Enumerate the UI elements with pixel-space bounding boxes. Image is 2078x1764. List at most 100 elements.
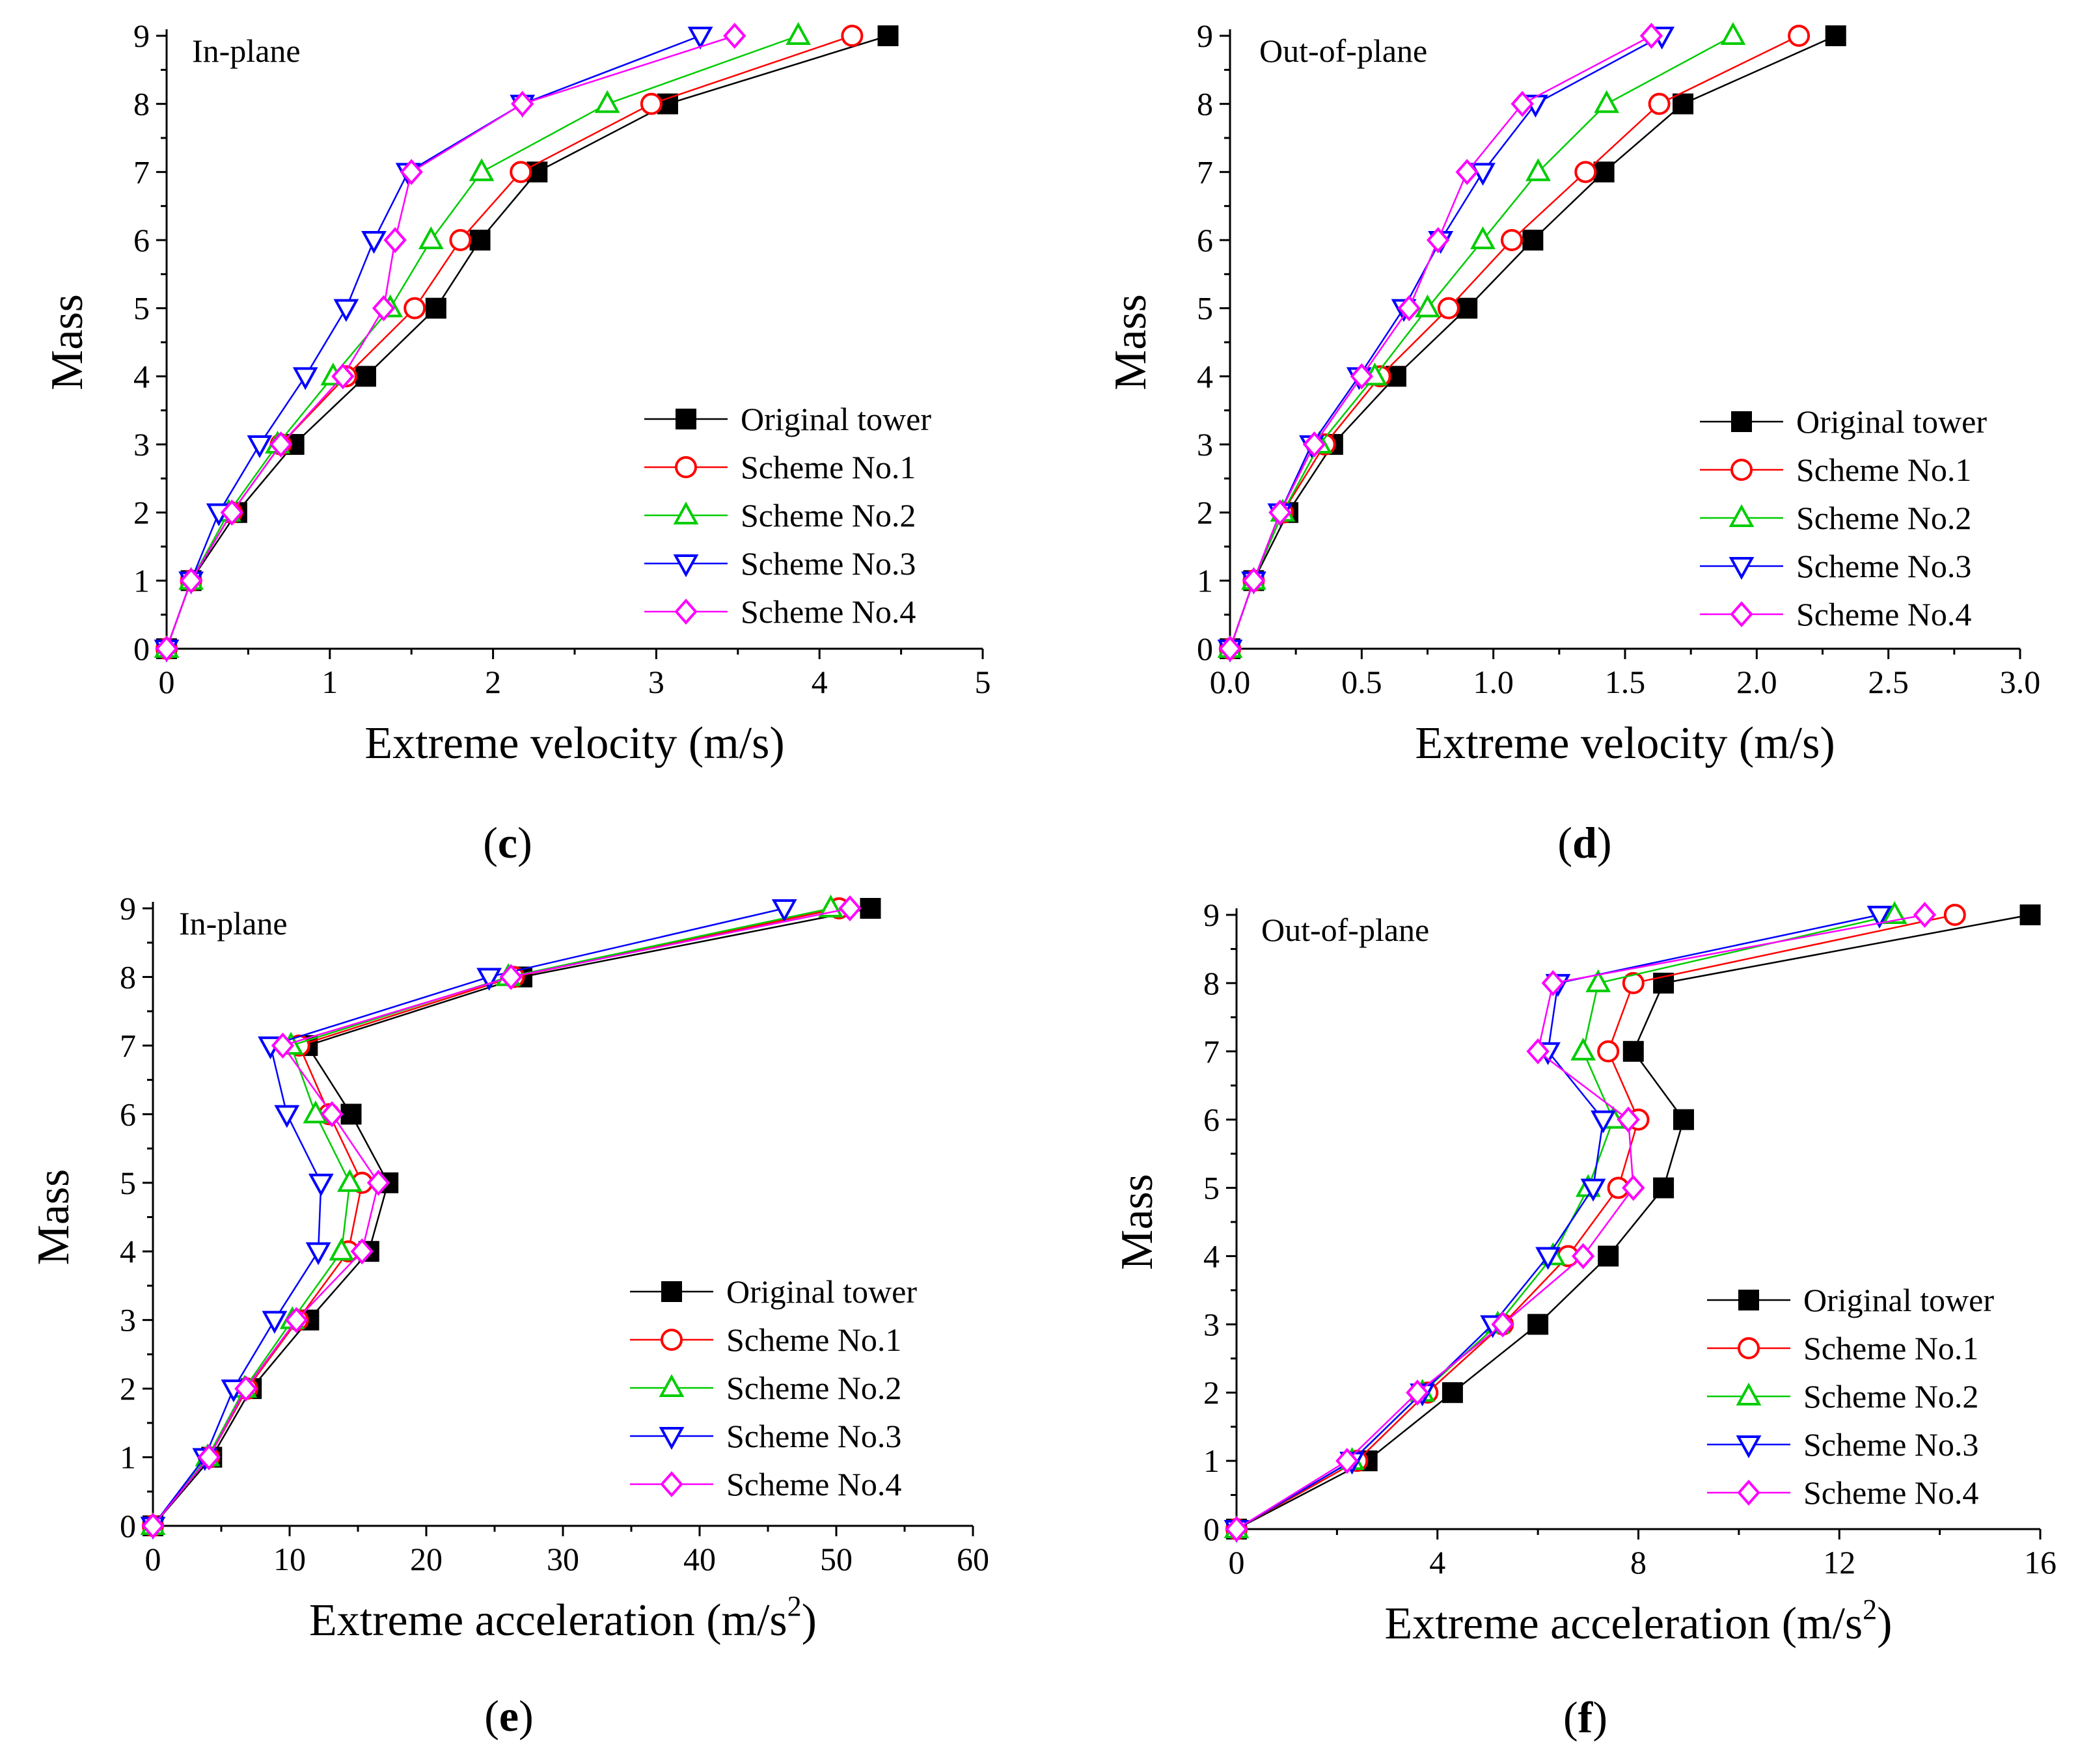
panel-e: 0 10 20 30 40 50 60 0 1 2 3 4 5 6 7 8 9 Extreme accelerat… (29, 890, 989, 1741)
legend-label: Scheme No.3 (726, 1418, 901, 1454)
data-point (1470, 163, 1496, 186)
data-point (331, 363, 355, 390)
y-tick-label: 4 (120, 1233, 136, 1269)
data-point (308, 1173, 334, 1197)
legend-marker (673, 501, 699, 524)
series-line (1229, 34, 1652, 649)
legend-marker (1738, 1290, 1759, 1310)
y-tick-label: 0 (1203, 1511, 1220, 1547)
x-tick-label: 1 (321, 664, 338, 700)
legend: Original tower Scheme No.1 Scheme No.2 Sche… (630, 1273, 917, 1502)
legend-marker (661, 1329, 683, 1351)
series-line (152, 907, 785, 1527)
series-4 (1217, 27, 1675, 663)
legend-label: Scheme No.4 (1796, 596, 1971, 632)
data-point (155, 635, 178, 662)
y-tick-label: 1 (1197, 562, 1213, 599)
data-point (1525, 158, 1551, 182)
series-line (1236, 914, 1956, 1530)
legend: Original tower Scheme No.1 Scheme No.2 Sche… (1707, 1282, 1994, 1511)
y-tick-label: 5 (1203, 1170, 1220, 1206)
x-tick-label: 2.5 (1868, 664, 1909, 700)
series-line (152, 907, 851, 1527)
legend-label: Scheme No.2 (1796, 500, 1971, 536)
data-point (1571, 1243, 1595, 1269)
series-line (152, 907, 871, 1527)
data-point (247, 435, 273, 459)
data-point (355, 366, 376, 387)
data-point (292, 367, 318, 390)
data-point (284, 1307, 308, 1333)
series-5 (1225, 901, 1937, 1543)
legend-label: Original tower (741, 401, 931, 437)
x-axis-label-text: Extreme velocity (m/s) (1415, 718, 1835, 768)
data-point (274, 1105, 300, 1128)
legend-marker (1736, 1382, 1762, 1405)
y-tick-label: 6 (1197, 222, 1213, 258)
series-1 (1220, 25, 1846, 659)
panel-caption: (e) (484, 1691, 534, 1741)
data-point (640, 92, 663, 115)
data-point (1302, 431, 1326, 458)
y-tick-label: 7 (1203, 1033, 1220, 1070)
data-point (340, 1104, 362, 1125)
legend-marker (1736, 1435, 1762, 1459)
data-point (337, 1169, 362, 1192)
series-5 (1218, 22, 1663, 662)
data-point (1673, 1109, 1694, 1130)
x-tick-label: 1.0 (1473, 664, 1514, 700)
x-tick-label: 4 (812, 664, 828, 700)
legend-label: Scheme No.1 (741, 449, 916, 485)
legend-label: Scheme No.4 (726, 1466, 901, 1502)
data-point (1535, 1247, 1561, 1270)
data-point (1598, 1245, 1619, 1267)
y-tick-label: 0 (120, 1508, 136, 1544)
y-tick-label: 2 (1197, 495, 1213, 531)
data-point (511, 90, 534, 117)
y-tick-label: 4 (1197, 358, 1213, 394)
legend-marker (676, 409, 696, 429)
legend-marker (1730, 601, 1753, 628)
data-point (1622, 971, 1645, 994)
data-point (220, 499, 243, 526)
data-point (1455, 159, 1479, 185)
y-tick-label: 5 (120, 1165, 136, 1201)
legend: Original tower Scheme No.1 Scheme No.2 Sche… (1700, 403, 1987, 632)
legend-item: Scheme No.4 (630, 1466, 901, 1502)
x-tick-label: 0.0 (1210, 664, 1251, 700)
data-point (1268, 499, 1292, 526)
legend-label: Scheme No.3 (1803, 1426, 1978, 1463)
x-axis-label-text: Extreme velocity (m/s) (364, 718, 784, 768)
x-axis-label-superscript: 2 (1863, 1594, 1877, 1625)
legend-item: Scheme No.1 (1700, 452, 1971, 488)
data-point (303, 1100, 329, 1124)
data-point (723, 22, 746, 49)
x-tick-label: 5 (975, 664, 991, 700)
data-point (269, 431, 293, 458)
data-point (1594, 90, 1620, 113)
y-tick-label: 7 (1197, 154, 1213, 190)
legend-marker (673, 554, 699, 578)
x-tick-label: 60 (957, 1541, 989, 1577)
x-tick-label: 0 (159, 664, 175, 700)
legend-marker (674, 598, 698, 625)
data-point (234, 1376, 258, 1402)
series-line (165, 34, 735, 649)
y-tick-label: 2 (133, 495, 150, 531)
data-point (1242, 567, 1266, 594)
legend-marker (1730, 459, 1753, 481)
x-axis-label-text: Extreme acceleration (m/s (1385, 1599, 1863, 1649)
y-tick-label: 3 (133, 426, 150, 463)
y-tick-label: 9 (1197, 18, 1213, 54)
data-point (1639, 22, 1663, 49)
data-point (1218, 635, 1242, 662)
data-point (1491, 1311, 1514, 1338)
x-axis-label: Extreme acceleration (m/s2) (1385, 1594, 1893, 1649)
data-point (1881, 901, 1907, 924)
series-line (1236, 914, 2030, 1530)
data-point (1406, 1379, 1429, 1406)
y-tick-label: 6 (120, 1096, 136, 1132)
data-point (1335, 1448, 1359, 1474)
x-axis-label: Extreme velocity (m/s) (364, 718, 784, 768)
data-point (361, 231, 387, 254)
